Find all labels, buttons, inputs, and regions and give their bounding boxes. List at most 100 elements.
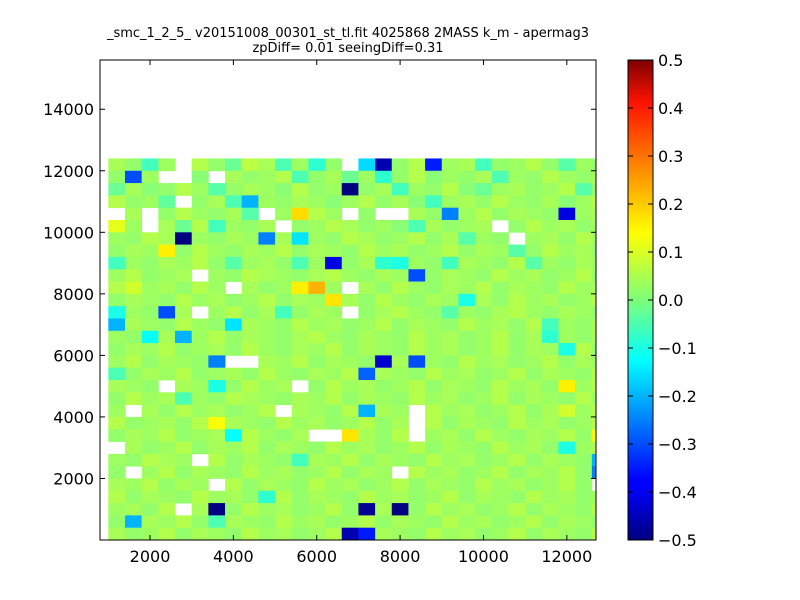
heatmap-cell [541, 220, 559, 233]
heatmap-cell [108, 404, 126, 418]
heatmap-cell [458, 466, 476, 479]
heatmap-cell [525, 527, 543, 541]
heatmap-cell [308, 183, 326, 196]
heatmap-cell [408, 527, 426, 541]
heatmap-cell [141, 478, 159, 492]
heatmap-cell [541, 380, 559, 393]
heatmap-cell [475, 281, 493, 295]
heatmap-cell [591, 355, 597, 369]
heatmap-cell [291, 490, 309, 504]
heatmap-cell [108, 503, 126, 516]
heatmap-cell [525, 466, 543, 479]
colorbar-ticks: −0.5 −0.4 −0.3 −0.2 −0.1 0.0 0.1 0.2 0.3 0.4 0.5 [628, 51, 697, 550]
heatmap-cell [208, 380, 226, 393]
heatmap-cell [575, 527, 593, 541]
heatmap-cell [341, 183, 359, 196]
heatmap-cell [508, 466, 526, 479]
heatmap-cell [241, 269, 259, 282]
heatmap-cell [541, 404, 559, 418]
heatmap-cell [308, 478, 326, 492]
heatmap-cell [375, 269, 393, 282]
heatmap-cell [191, 527, 209, 541]
heatmap-cell [358, 527, 376, 541]
heatmap-cell [408, 453, 426, 467]
heatmap-cell [391, 330, 409, 344]
heatmap-cell [408, 195, 426, 209]
heatmap-cell [158, 367, 176, 381]
heatmap-cell [391, 380, 409, 393]
heatmap-cell [541, 453, 559, 467]
heatmap-cell [491, 429, 509, 442]
heatmap-cell [208, 503, 226, 516]
heatmap-cell [325, 392, 343, 406]
heatmap-cell [591, 380, 597, 393]
heatmap-cell [575, 256, 593, 270]
heatmap-cell [441, 170, 459, 184]
heatmap-cell [458, 269, 476, 282]
heatmap-cell [458, 453, 476, 467]
heatmap-cell [158, 441, 176, 455]
heatmap-cell [275, 183, 293, 196]
heatmap-cell [108, 256, 126, 270]
heatmap-cell [525, 380, 543, 393]
heatmap-cell [225, 453, 243, 467]
heatmap-cell [175, 429, 193, 442]
heatmap-cell [358, 232, 376, 246]
heatmap-cell [125, 355, 143, 369]
x-tick-label: 12000 [541, 547, 592, 566]
heatmap-cell [591, 306, 597, 319]
heatmap-cell [308, 281, 326, 295]
heatmap-cell [125, 490, 143, 504]
heatmap-cell [591, 281, 597, 295]
heatmap-cell [141, 269, 159, 282]
heatmap-cell [375, 404, 393, 418]
heatmap-cell [241, 466, 259, 479]
heatmap-cell [141, 466, 159, 479]
heatmap-cell [591, 527, 597, 541]
heatmap-cell [158, 306, 176, 319]
heatmap-cell [341, 392, 359, 406]
heatmap-cell [291, 207, 309, 221]
heatmap-cell [508, 441, 526, 455]
heatmap-cell [391, 355, 409, 369]
heatmap-cell [158, 232, 176, 246]
heatmap-cell [491, 453, 509, 467]
x-tick-label: 8000 [380, 547, 421, 566]
heatmap-cell [525, 515, 543, 529]
heatmap-cell [441, 220, 459, 233]
heatmap-cell [425, 330, 443, 344]
x-tick-label: 2000 [130, 547, 171, 566]
heatmap-cell [108, 220, 126, 233]
heatmap-cell [508, 478, 526, 492]
heatmap-cell [141, 306, 159, 319]
heatmap-cell [425, 220, 443, 233]
heatmap-cell [441, 355, 459, 369]
heatmap-cell [225, 367, 243, 381]
heatmap-cell [308, 256, 326, 270]
heatmap-cell [225, 404, 243, 418]
heatmap-cell [441, 195, 459, 209]
heatmap-cell [508, 515, 526, 529]
heatmap-cell [208, 183, 226, 196]
heatmap-cell [575, 293, 593, 307]
heatmap-cell [225, 490, 243, 504]
heatmap-cell [425, 183, 443, 196]
heatmap-cell [491, 441, 509, 455]
heatmap-cell [291, 416, 309, 430]
heatmap-cell [558, 170, 576, 184]
heatmap-cell [208, 416, 226, 430]
heatmap-cell [425, 158, 443, 172]
heatmap-cell [558, 207, 576, 221]
heatmap-cell [558, 232, 576, 246]
heatmap-cell [308, 527, 326, 541]
heatmap-cell [108, 367, 126, 381]
heatmap-cell [458, 220, 476, 233]
heatmap-cell [591, 416, 597, 430]
heatmap-cell [158, 269, 176, 282]
heatmap-cell [225, 293, 243, 307]
heatmap-cell [375, 244, 393, 258]
heatmap-cell [225, 330, 243, 344]
heatmap-cell [208, 244, 226, 258]
heatmap-cell [591, 392, 597, 406]
